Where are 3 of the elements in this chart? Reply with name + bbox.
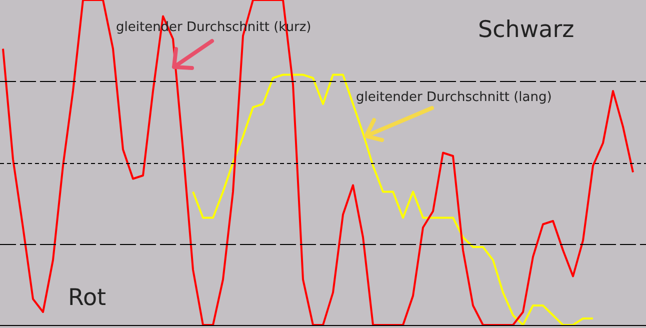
annotation: Rot (68, 285, 106, 311)
annotation: Schwarz (478, 17, 574, 43)
annotation: gleitender Durchschnitt (lang) (356, 90, 552, 105)
